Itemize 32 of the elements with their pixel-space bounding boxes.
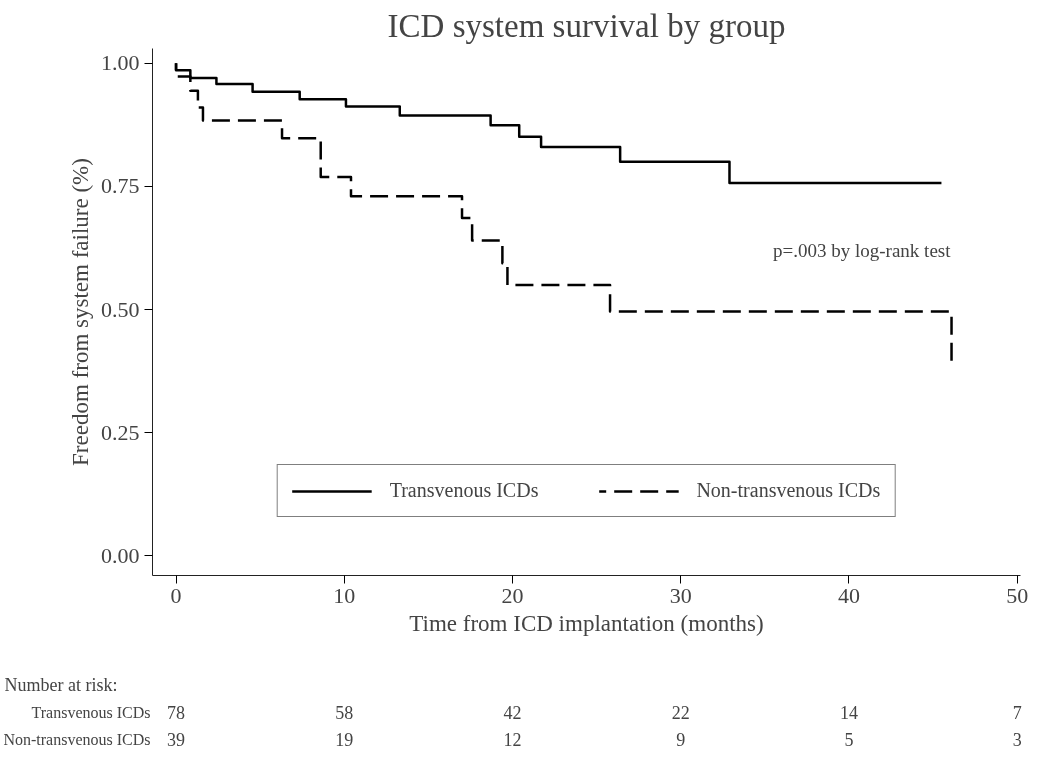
- y-axis-title: Freedom from system failure (%): [68, 158, 93, 466]
- text: 12: [503, 730, 522, 750]
- text: 7: [1012, 703, 1022, 723]
- text: 78: [167, 703, 186, 723]
- text: 19: [335, 730, 354, 750]
- x-tick-label: 50: [1006, 582, 1029, 608]
- y-tick-label: 0.50: [101, 296, 140, 322]
- legend-label: Transvenous ICDs: [389, 479, 539, 502]
- y-tick-label: 1.00: [101, 50, 140, 76]
- x-tick-label: 20: [501, 582, 524, 608]
- chart-title: ICD system survival by group: [387, 7, 786, 44]
- text: 5: [844, 730, 854, 750]
- text: 39: [167, 730, 186, 750]
- y-tick-label: 0.75: [101, 173, 140, 199]
- x-axis-title: Time from ICD implantation (months): [409, 610, 764, 636]
- text: 22: [671, 703, 690, 723]
- y-tick-label: 0.00: [101, 542, 140, 568]
- y-tick-label: 0.25: [101, 419, 140, 445]
- text: 3: [1012, 730, 1022, 750]
- text: 58: [335, 703, 354, 723]
- annotation: p=.003 by log-rank test: [773, 239, 952, 261]
- text: Number at risk:: [4, 674, 118, 695]
- x-tick-label: 0: [170, 582, 182, 608]
- x-tick-label: 30: [669, 582, 692, 608]
- legend-label: Non-transvenous ICDs: [696, 479, 881, 502]
- text: 42: [503, 703, 522, 723]
- x-tick-label: 10: [333, 582, 356, 608]
- x-tick-label: 40: [837, 582, 860, 608]
- text: Transvenous ICDs: [31, 704, 151, 721]
- text: Non-transvenous ICDs: [3, 731, 151, 748]
- text: 9: [676, 730, 686, 750]
- text: 14: [839, 703, 858, 723]
